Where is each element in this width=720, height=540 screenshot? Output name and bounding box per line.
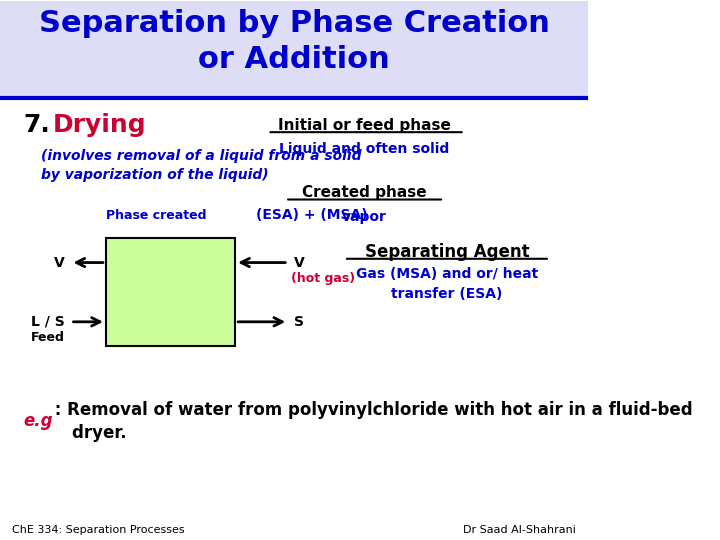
- Text: Dr Saad Al-Shahrani: Dr Saad Al-Shahrani: [464, 525, 576, 535]
- Text: (involves removal of a liquid from a solid
by vaporization of the liquid): (involves removal of a liquid from a sol…: [41, 150, 361, 182]
- Text: V: V: [294, 255, 305, 269]
- Text: : Removal of water from polyvinylchloride with hot air in a fluid-bed
    dryer.: : Removal of water from polyvinylchlorid…: [49, 401, 693, 442]
- Text: L / S: L / S: [31, 315, 65, 329]
- Text: e.g: e.g: [24, 413, 53, 430]
- Text: vapor: vapor: [342, 210, 387, 224]
- Text: (ESA) + (MSA): (ESA) + (MSA): [256, 208, 367, 222]
- Text: Liquid and often solid: Liquid and often solid: [279, 143, 450, 157]
- Text: V: V: [54, 255, 65, 269]
- Text: Gas (MSA) and or/ heat
transfer (ESA): Gas (MSA) and or/ heat transfer (ESA): [356, 267, 538, 301]
- Text: Initial or feed phase: Initial or feed phase: [278, 118, 451, 133]
- Text: Phase created: Phase created: [106, 209, 207, 222]
- Text: Feed: Feed: [31, 332, 65, 345]
- Text: (hot gas): (hot gas): [291, 272, 355, 285]
- FancyBboxPatch shape: [0, 1, 588, 98]
- Text: 7.: 7.: [24, 113, 50, 137]
- Text: Separating Agent: Separating Agent: [364, 243, 529, 261]
- Text: S: S: [294, 315, 304, 329]
- Text: Drying: Drying: [53, 113, 147, 137]
- Text: Separation by Phase Creation
or Addition: Separation by Phase Creation or Addition: [39, 9, 549, 74]
- Text: Created phase: Created phase: [302, 185, 427, 200]
- Text: ChE 334: Separation Processes: ChE 334: Separation Processes: [12, 525, 184, 535]
- FancyBboxPatch shape: [106, 238, 235, 346]
